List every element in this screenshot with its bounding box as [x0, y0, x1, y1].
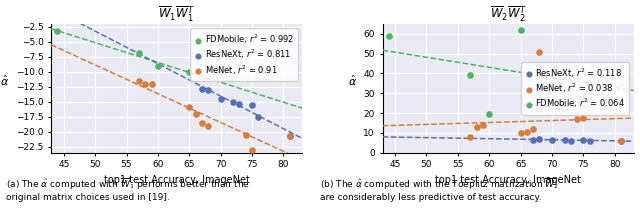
- MeNet, $r^2$ = 0.038: [572, 117, 582, 121]
- X-axis label: top1 test Accuracy, ImageNet: top1 test Accuracy, ImageNet: [435, 175, 581, 185]
- ResNeXt, $r^2$ = 0.118: [584, 139, 595, 143]
- Legend: FDMobile, $r^2$ = 0.992, ResNeXt, $r^2$ = 0.811, MeNet, $r^2$ = 0.91: FDMobile, $r^2$ = 0.992, ResNeXt, $r^2$ …: [190, 28, 298, 81]
- Legend: ResNeXt, $r^2$ = 0.118, MeNet, $r^2$ = 0.038, FDMobile, $r^2$ = 0.064: ResNeXt, $r^2$ = 0.118, MeNet, $r^2$ = 0…: [521, 62, 629, 115]
- ResNeXt, $r^2$ = 0.118: [566, 139, 576, 143]
- FDMobile, $r^2$ = 0.064: [484, 112, 494, 116]
- ResNeXt, $r^2$ = 0.118: [579, 138, 589, 141]
- MeNet, $r^2$ = 0.038: [534, 50, 545, 53]
- FDMobile, $r^2$ = 0.992: [153, 64, 163, 68]
- ResNeXt, $r^2$ = 0.811: [247, 103, 257, 106]
- Title: $\overline{W}_1\overline{W}_1^T$: $\overline{W}_1\overline{W}_1^T$: [158, 5, 195, 24]
- X-axis label: top1 test Accuracy, ImageNet: top1 test Accuracy, ImageNet: [104, 175, 250, 185]
- MeNet, $r^2$ = 0.91: [196, 121, 207, 124]
- MeNet, $r^2$ = 0.91: [140, 82, 150, 85]
- ResNeXt, $r^2$ = 0.811: [196, 87, 207, 90]
- ResNeXt, $r^2$ = 0.811: [216, 97, 226, 100]
- Y-axis label: $\hat{\alpha}$: $\hat{\alpha}$: [348, 74, 357, 88]
- MeNet, $r^2$ = 0.91: [134, 79, 144, 83]
- MeNet, $r^2$ = 0.91: [241, 133, 251, 136]
- MeNet, $r^2$ = 0.038: [515, 131, 525, 135]
- MeNet, $r^2$ = 0.038: [579, 116, 589, 120]
- MeNet, $r^2$ = 0.038: [522, 130, 532, 134]
- FDMobile, $r^2$ = 0.992: [184, 70, 195, 74]
- FDMobile, $r^2$ = 0.064: [515, 28, 525, 32]
- ResNeXt, $r^2$ = 0.118: [559, 139, 570, 142]
- FDMobile, $r^2$ = 0.992: [52, 29, 63, 33]
- Y-axis label: $\hat{\alpha}$: $\hat{\alpha}$: [0, 74, 10, 88]
- MeNet, $r^2$ = 0.91: [203, 124, 213, 128]
- MeNet, $r^2$ = 0.91: [184, 105, 195, 108]
- ResNeXt, $r^2$ = 0.118: [547, 138, 557, 141]
- ResNeXt, $r^2$ = 0.811: [228, 100, 238, 104]
- ResNeXt, $r^2$ = 0.118: [534, 137, 545, 140]
- ResNeXt, $r^2$ = 0.811: [234, 102, 244, 105]
- ResNeXt, $r^2$ = 0.811: [285, 135, 295, 138]
- MeNet, $r^2$ = 0.91: [247, 148, 257, 151]
- MeNet, $r^2$ = 0.038: [472, 125, 482, 129]
- ResNeXt, $r^2$ = 0.118: [616, 139, 626, 143]
- MeNet, $r^2$ = 0.91: [285, 135, 295, 138]
- ResNeXt, $r^2$ = 0.811: [203, 89, 213, 92]
- MeNet, $r^2$ = 0.038: [478, 123, 488, 127]
- Title: $\overline{W}_2\overline{W}_2^T$: $\overline{W}_2\overline{W}_2^T$: [490, 5, 527, 24]
- MeNet, $r^2$ = 0.038: [465, 135, 476, 138]
- FDMobile, $r^2$ = 0.064: [465, 74, 476, 77]
- FDMobile, $r^2$ = 0.064: [384, 34, 394, 37]
- MeNet, $r^2$ = 0.038: [528, 127, 538, 131]
- ResNeXt, $r^2$ = 0.811: [253, 115, 264, 118]
- MeNet, $r^2$ = 0.91: [147, 83, 157, 86]
- FDMobile, $r^2$ = 0.992: [134, 51, 144, 55]
- MeNet, $r^2$ = 0.91: [191, 112, 201, 116]
- MeNet, $r^2$ = 0.038: [616, 139, 626, 143]
- Text: (a) The $\hat{\alpha}$ computed with $\overline{W}_1$ performs better than the
o: (a) The $\hat{\alpha}$ computed with $\o…: [6, 177, 250, 202]
- Text: (b) The $\hat{\alpha}$ computed with the Toeplitz matrization $\overline{W}_2$
a: (b) The $\hat{\alpha}$ computed with the…: [320, 177, 559, 202]
- ResNeXt, $r^2$ = 0.118: [528, 138, 538, 141]
